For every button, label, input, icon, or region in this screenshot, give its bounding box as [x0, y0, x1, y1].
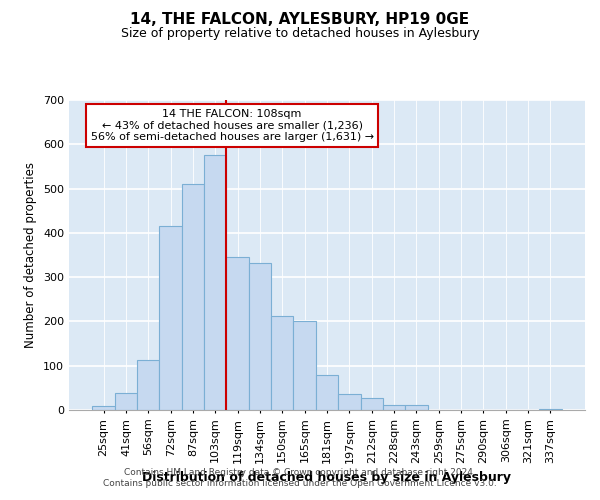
Bar	[226, 257, 249, 410]
Bar	[204, 156, 226, 410]
X-axis label: Distribution of detached houses by size in Aylesbury: Distribution of detached houses by size …	[143, 471, 511, 484]
Text: 14, THE FALCON, AYLESBURY, HP19 0GE: 14, THE FALCON, AYLESBURY, HP19 0GE	[130, 12, 470, 28]
Bar	[539, 409, 562, 410]
Bar	[405, 404, 428, 410]
Bar	[249, 262, 271, 410]
Bar	[182, 184, 204, 410]
Bar	[383, 404, 405, 410]
Bar	[137, 360, 160, 410]
Bar	[115, 393, 137, 410]
Bar	[92, 406, 115, 410]
Bar	[293, 320, 316, 410]
Bar	[338, 394, 361, 410]
Bar	[361, 398, 383, 410]
Text: 14 THE FALCON: 108sqm
← 43% of detached houses are smaller (1,236)
56% of semi-d: 14 THE FALCON: 108sqm ← 43% of detached …	[91, 109, 374, 142]
Bar	[316, 374, 338, 410]
Text: Size of property relative to detached houses in Aylesbury: Size of property relative to detached ho…	[121, 28, 479, 40]
Bar	[271, 316, 293, 410]
Bar	[160, 226, 182, 410]
Text: Contains HM Land Registry data © Crown copyright and database right 2024.
Contai: Contains HM Land Registry data © Crown c…	[103, 468, 497, 487]
Y-axis label: Number of detached properties: Number of detached properties	[25, 162, 37, 348]
